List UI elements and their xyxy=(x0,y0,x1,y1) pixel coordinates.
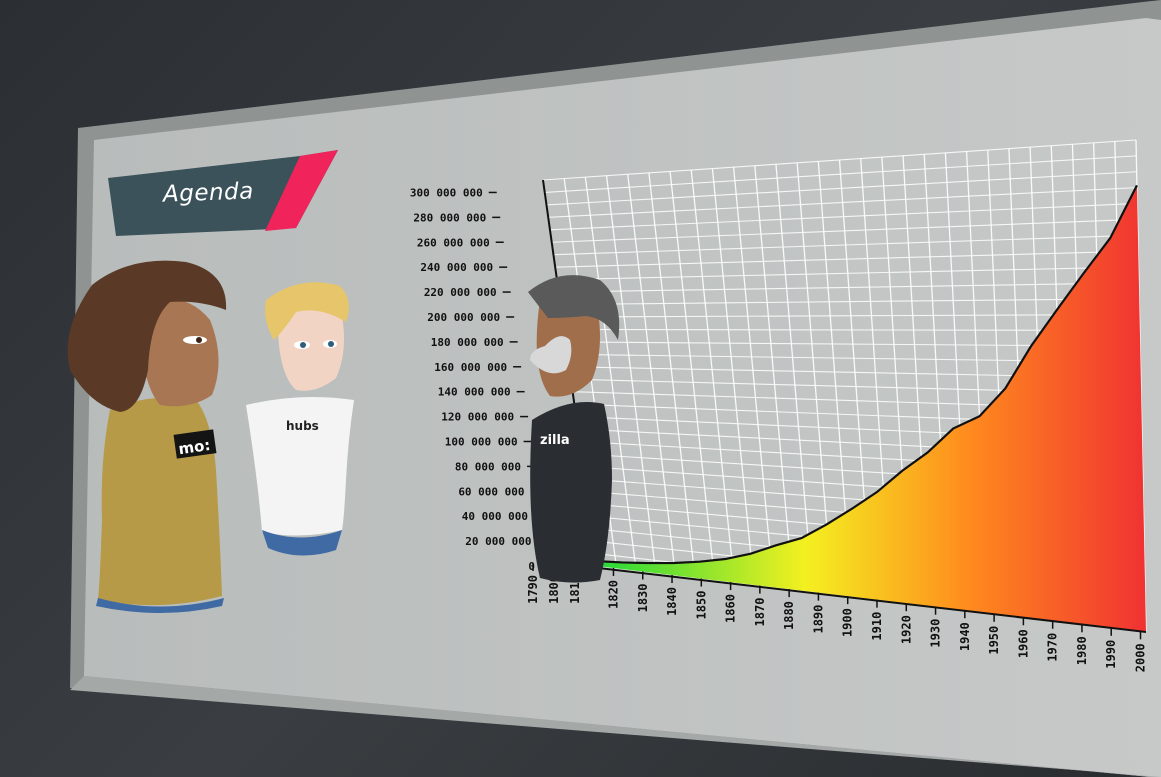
y-axis-ticks: 0 20 000 000 40 000 000 60 000 000 80 000 00… xyxy=(410,186,549,573)
y-tick-label: 140 000 000 xyxy=(438,386,511,399)
grid-line-vertical xyxy=(584,177,637,571)
grid-line-vertical xyxy=(648,172,696,578)
x-tick-label: 1830 xyxy=(636,584,650,613)
grid-line-horizontal xyxy=(549,202,1138,231)
x-tick-label: 1800 xyxy=(547,575,561,604)
x-tick-label: 1880 xyxy=(782,601,796,630)
x-tick-label: 1870 xyxy=(753,598,767,627)
grid-line-vertical xyxy=(711,168,755,585)
grid-line-vertical xyxy=(775,164,814,592)
grid-line-horizontal xyxy=(558,282,1139,293)
y-tick-label: 240 000 000 xyxy=(420,261,493,274)
x-tick-label: 1950 xyxy=(987,626,1001,655)
population-line xyxy=(596,184,1138,565)
man-shirt-text: zilla xyxy=(540,433,570,448)
x-tick-label: 1790 xyxy=(526,575,540,604)
y-tick-label: 180 000 000 xyxy=(431,336,504,349)
x-tick-label: 1920 xyxy=(899,615,913,644)
grid-line-horizontal xyxy=(555,250,1139,268)
grid-line-vertical xyxy=(754,165,794,590)
y-tick-label: 100 000 000 xyxy=(445,435,518,448)
population-area-fill xyxy=(596,185,1146,632)
x-tick-label: 1940 xyxy=(958,622,972,651)
grid-line-horizontal xyxy=(551,218,1138,243)
y-tick-label: 20 000 000 xyxy=(465,535,531,548)
avatar-robot[interactable]: hubs xyxy=(246,282,354,556)
x-tick-label: 1930 xyxy=(929,619,943,648)
x-tick-label: 2000 xyxy=(1134,643,1148,672)
y-tick-label: 80 000 000 xyxy=(455,460,521,473)
grid-line-horizontal xyxy=(556,266,1139,281)
x-tick-label: 1820 xyxy=(606,580,620,609)
woman-shirt-text: mo: xyxy=(177,436,211,458)
y-tick-label: 40 000 000 xyxy=(462,510,528,523)
x-tick-label: 1970 xyxy=(1046,633,1060,662)
grid-line-horizontal xyxy=(562,314,1140,318)
grid-line-vertical xyxy=(796,162,833,595)
x-tick-label: 1900 xyxy=(841,608,855,637)
grid-line-vertical xyxy=(690,169,735,583)
avatar-man[interactable]: zilla xyxy=(528,275,620,583)
robot-shirt-text: hubs xyxy=(286,419,319,433)
x-tick-label: 1860 xyxy=(724,594,738,623)
grid-line-vertical xyxy=(605,175,657,574)
y-tick-label: 260 000 000 xyxy=(417,236,490,249)
x-tick-label: 1850 xyxy=(694,591,708,620)
grid-line-horizontal xyxy=(544,155,1137,194)
grid-line-horizontal xyxy=(560,298,1140,306)
y-tick-label: 0 xyxy=(528,560,535,573)
y-tick-label: 220 000 000 xyxy=(424,286,497,299)
x-tick-label: 1960 xyxy=(1016,629,1030,658)
x-tick-label: 1890 xyxy=(811,605,825,634)
y-tick-label: 300 000 000 xyxy=(410,186,483,199)
agenda-title: Agenda xyxy=(162,178,255,208)
y-tick-label: 200 000 000 xyxy=(427,311,500,324)
y-tick-label: 280 000 000 xyxy=(413,211,486,224)
y-tick-label: 120 000 000 xyxy=(441,411,514,424)
agenda-banner-accent xyxy=(265,150,338,231)
x-tick-label: 1840 xyxy=(665,587,679,616)
grid-line-vertical xyxy=(627,174,677,576)
grid-line-horizontal xyxy=(548,187,1137,218)
x-axis xyxy=(546,561,1147,633)
grid-line-vertical xyxy=(669,171,716,581)
x-tick-label: 1910 xyxy=(870,612,884,641)
grid-line-horizontal xyxy=(553,234,1138,256)
grid-line-vertical xyxy=(732,167,775,588)
x-tick-label: 1990 xyxy=(1104,640,1118,669)
y-tick-label: 60 000 000 xyxy=(458,485,524,498)
x-tick-label: 1980 xyxy=(1075,636,1089,665)
grid-line-horizontal xyxy=(542,139,1137,181)
avatar-woman[interactable]: mo: xyxy=(67,260,227,613)
grid-line-horizontal xyxy=(546,171,1137,206)
y-tick-label: 160 000 000 xyxy=(434,361,507,374)
